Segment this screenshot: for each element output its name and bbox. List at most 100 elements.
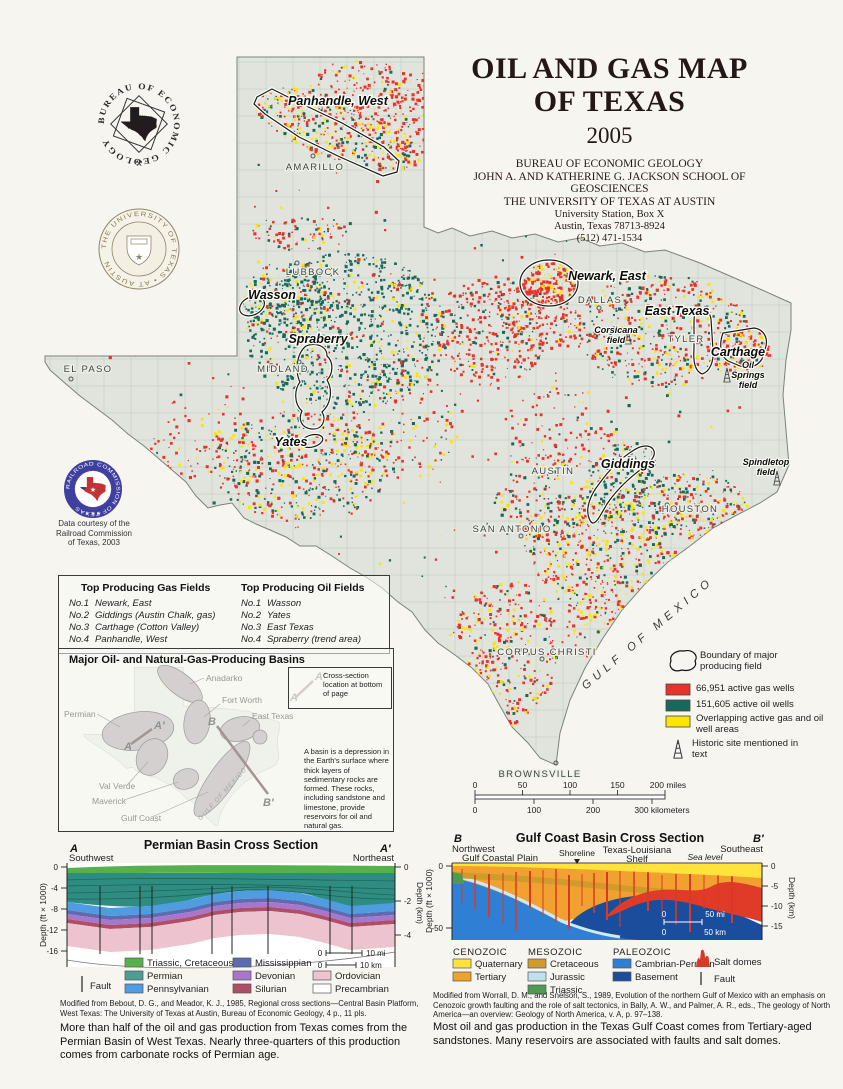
gulf-b-prime: B′ xyxy=(753,833,765,845)
gulf-scale-mi: 50 mi xyxy=(705,910,725,919)
city-label: MIDLAND xyxy=(257,364,309,375)
perm-ltick: 0 xyxy=(54,863,59,872)
field-name: Newark, East xyxy=(95,598,152,609)
triassic-cretaceous-layer xyxy=(67,865,395,874)
perm-scale-0mi: 0 xyxy=(318,949,323,958)
small-field-label: field xyxy=(757,467,776,477)
quaternary-layer xyxy=(452,863,762,878)
perm-rtick: -4 xyxy=(404,931,412,940)
salt-dome-label: Salt domes xyxy=(714,957,762,968)
oil-swatch xyxy=(665,699,691,712)
fault-legend-label: Fault xyxy=(90,981,111,992)
gulf-rtick: -5 xyxy=(771,882,779,891)
gas-swatch xyxy=(665,683,691,696)
gulf-shelf2: Shelf xyxy=(626,854,648,865)
city-label: AUSTIN xyxy=(532,466,575,477)
rank: No.2 xyxy=(69,610,90,621)
perm-ltick: -4 xyxy=(51,884,59,893)
org-line: BUREAU OF ECONOMIC GEOLOGY xyxy=(515,158,704,170)
rrc-caption-line: of Texas, 2003 xyxy=(68,538,120,547)
field-name: Panhandle, West xyxy=(95,634,168,645)
city-label: BROWNSVILLE xyxy=(499,769,582,780)
field-name: Yates xyxy=(267,610,291,621)
title-block: OIL AND GAS MAP OF TEXAS 2005 BUREAU OF … xyxy=(437,52,782,244)
perm-scale-10mi: 10 mi xyxy=(366,949,386,958)
gulf-sealevel: Sea level xyxy=(688,852,724,862)
field-label: Carthage xyxy=(711,345,765,359)
field-name: East Texas xyxy=(267,622,314,633)
basin-definition-paragraph: A basin is a depression in the Earth's s… xyxy=(304,747,390,831)
small-field-label: field xyxy=(607,335,626,345)
field-label: Spraberry xyxy=(288,332,348,346)
small-field-label: Springs xyxy=(731,370,765,380)
ut-shield xyxy=(126,235,152,266)
city-label: CORPUS CHRISTI xyxy=(497,647,596,658)
scale-mi-100: 100 xyxy=(563,780,577,790)
field-label: Newark, East xyxy=(568,269,647,283)
map-title-line2: OF TEXAS xyxy=(533,85,686,118)
rank: No.2 xyxy=(241,610,262,621)
perm-sw: Southwest xyxy=(69,853,114,864)
gulf-ltick: -50 xyxy=(431,924,443,933)
beg-logo: BUREAU OF ECONOMIC GEOLOGY ⚒ xyxy=(96,81,181,168)
field-label: Giddings xyxy=(601,457,655,471)
org-line: JOHN A. AND KATHERINE G. JACKSON SCHOOL … xyxy=(473,171,746,195)
scale-mi-150: 150 xyxy=(610,780,624,790)
fault-lines xyxy=(99,886,353,954)
gulf-nw: Northwest xyxy=(452,844,495,855)
field-name: Giddings (Austin Chalk, gas) xyxy=(95,610,216,621)
jurassic-line xyxy=(451,874,621,939)
salt-canopy xyxy=(605,882,762,922)
address-line: University Station, Box X xyxy=(554,209,665,220)
city-label: LUBBOCK xyxy=(286,267,341,278)
section-bottom-line xyxy=(66,951,396,969)
perm-axis-ticks xyxy=(61,866,401,952)
permian-cross-section: 0 -4 -8 -12 -16 0 -2 -4 Depth (ft × 1000… xyxy=(38,838,425,995)
rrc-seal: RAILROAD COMMISSION OF TEXAS ★ ★ ★ ★ xyxy=(64,460,122,518)
derrick-icon xyxy=(672,739,684,759)
city-label: TYLER xyxy=(667,334,704,345)
gulf-scale-0b: 0 xyxy=(662,928,667,937)
gulf-ltick: 0 xyxy=(439,862,444,871)
permian-paragraph: More than half of the oil and gas produc… xyxy=(60,1022,408,1061)
rank: No.1 xyxy=(69,598,90,609)
perm-ltick: -12 xyxy=(46,926,58,935)
field-label: Panhandle, West xyxy=(288,94,389,108)
gulf-title: Gulf Coast Basin Cross Section xyxy=(516,831,704,845)
cross-section-note: Cross-section location at bottom of page xyxy=(323,671,383,698)
map-title-line1: OIL AND GAS MAP xyxy=(471,52,748,85)
rrc-stars: ★ ★ ★ xyxy=(85,511,102,517)
map-year: 2005 xyxy=(586,123,633,148)
gulf-shelf1: Texas-Louisiana xyxy=(603,845,672,856)
salt-dome-icon xyxy=(696,949,710,967)
permian-layer xyxy=(67,873,395,907)
scale-mi-50: 50 xyxy=(518,780,528,790)
field-name: Spraberry (trend area) xyxy=(267,634,361,645)
legend-oil-label: 151,605 active oil wells xyxy=(696,699,794,710)
rank: No.3 xyxy=(241,622,262,633)
gulf-plain: Gulf Coastal Plain xyxy=(462,853,538,864)
scale-bar: 0 50 100 150 200 miles 0 100 200 300 kil… xyxy=(473,780,690,815)
rank: No.3 xyxy=(69,622,90,633)
perm-yaxis-label: Depth (ft × 1000) xyxy=(38,883,48,947)
gulf-scale-0a: 0 xyxy=(662,910,667,919)
gulf-scale-lines xyxy=(663,919,703,925)
map-legend-graphics xyxy=(665,650,697,759)
small-field-label: Corsicana xyxy=(594,325,638,335)
small-field-label: field xyxy=(739,380,758,390)
perm-ltick: -16 xyxy=(46,947,58,956)
city-label: EL PASO xyxy=(64,364,113,375)
address-line: Austin, Texas 78713-8924 xyxy=(554,221,665,232)
gulf-paragraph: Most oil and gas production in the Texas… xyxy=(433,1021,812,1047)
perm-title: Permian Basin Cross Section xyxy=(144,838,318,852)
gulf-axis-ticks xyxy=(446,865,768,929)
gulf-scale-km: 50 km xyxy=(704,928,726,937)
rrc-caption-line: Data courtesy of the xyxy=(58,519,130,528)
city-label: AMARILLO xyxy=(286,162,344,173)
field-name: Carthage (Cotton Valley) xyxy=(95,622,200,633)
paleozoic-bands xyxy=(67,890,395,952)
city-label: HOUSTON xyxy=(662,504,718,515)
org-line: THE UNIVERSITY OF TEXAS AT AUSTIN xyxy=(503,196,716,208)
perm-ne: Northeast xyxy=(353,853,395,864)
